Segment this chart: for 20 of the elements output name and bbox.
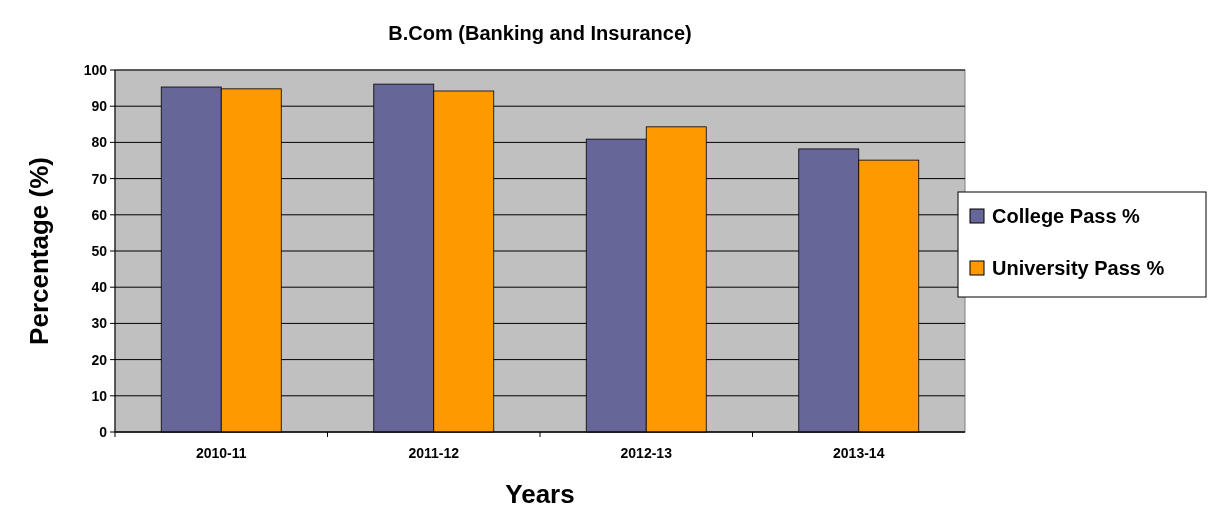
x-tick-label: 2012-13 xyxy=(620,445,673,461)
chart-title: B.Com (Banking and Insurance) xyxy=(388,22,692,44)
y-tick-label: 30 xyxy=(91,315,108,332)
y-tick-label: 0 xyxy=(99,423,108,440)
legend-label: College Pass % xyxy=(992,205,1141,227)
y-tick-label: 90 xyxy=(91,98,108,115)
y-tick-label: 100 xyxy=(83,61,108,78)
x-tick-label: 2011-12 xyxy=(408,445,460,461)
y-tick-label: 10 xyxy=(91,387,108,404)
y-tick-label: 80 xyxy=(91,134,108,151)
y-tick-label: 70 xyxy=(91,170,108,187)
y-axis-title: Percentage (%) xyxy=(24,157,54,345)
y-tick-label: 60 xyxy=(91,206,108,223)
x-tick-label: 2013-14 xyxy=(833,445,885,461)
x-tick-label: 2010-11 xyxy=(195,445,247,461)
x-axis-title: Years xyxy=(505,479,575,509)
legend-label: University Pass % xyxy=(992,257,1165,279)
y-tick-label: 20 xyxy=(91,351,108,368)
y-tick-label: 40 xyxy=(91,279,108,296)
y-tick-label: 50 xyxy=(91,242,108,259)
